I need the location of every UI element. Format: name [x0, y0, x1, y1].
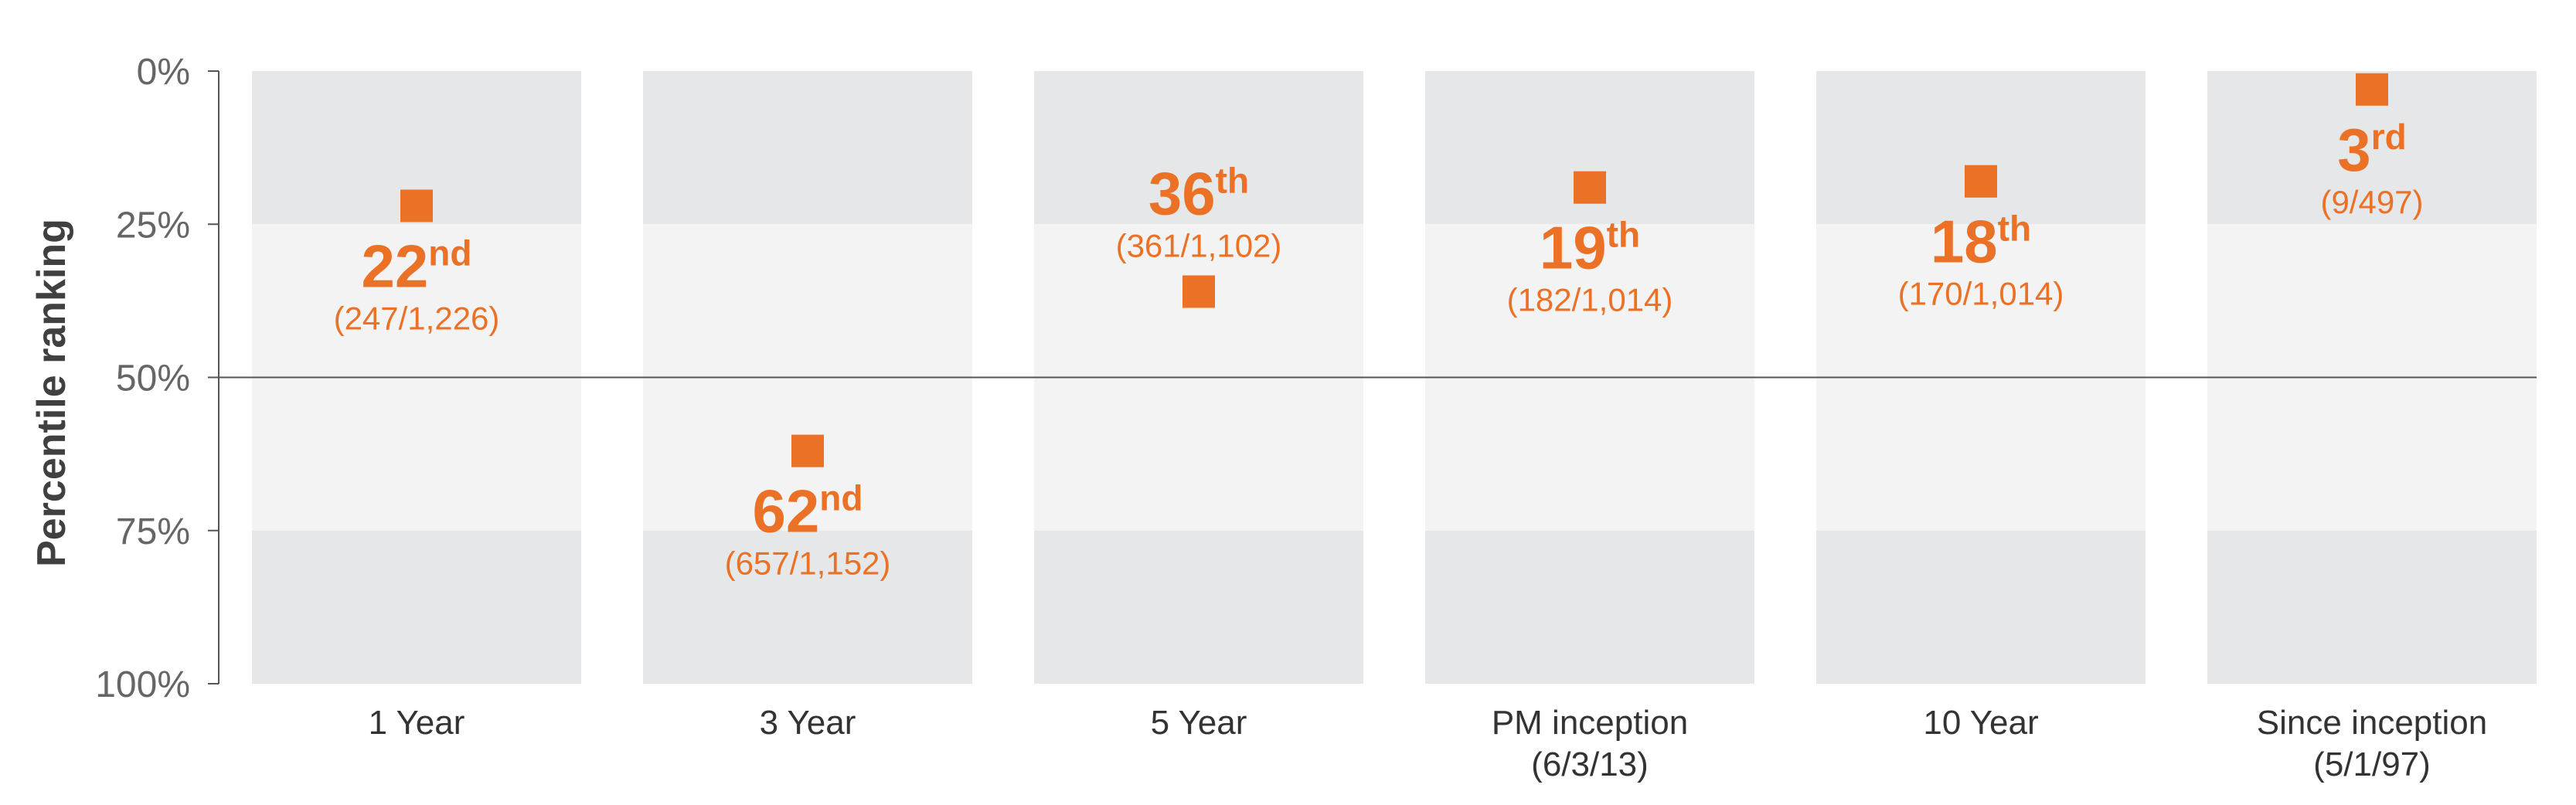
quartile-band-5-1 [1816, 71, 2146, 225]
rank-detail-label: (657/1,152) [725, 545, 891, 582]
quartile-band-4-3 [1425, 530, 1754, 684]
y-tick-label: 100% [95, 664, 190, 705]
rank-detail-label: (9/497) [2320, 184, 2423, 220]
rank-label: 3rd [2337, 116, 2406, 184]
data-marker [1965, 165, 1997, 198]
rank-label: 19th [1540, 214, 1640, 282]
y-tick-label: 25% [116, 205, 190, 246]
category-label: 3 Year [760, 704, 856, 742]
rank-detail-label: (247/1,226) [334, 300, 500, 336]
category-label: 5 Year [1151, 704, 1247, 742]
y-axis: 0% 25% 50% 75% 100% Percentile ranking [29, 52, 2537, 705]
quartile-band-2-3 [643, 530, 972, 684]
data-marker [1574, 171, 1606, 204]
data-markers [400, 73, 2388, 467]
rank-label: 62nd [753, 477, 863, 545]
rank-label: 22nd [362, 232, 472, 300]
x-axis-category-labels: 1 Year 3 Year 5 Year PM inception (6/3/13) 10… [369, 704, 2488, 783]
rank-detail-label: (182/1,014) [1507, 282, 1673, 318]
category-label: (5/1/97) [2313, 746, 2431, 783]
y-tick-label: 75% [116, 511, 190, 552]
quartile-band-1-3 [252, 530, 581, 684]
quartile-band-3-3 [1034, 530, 1363, 684]
quartile-band-3-1 [1034, 71, 1363, 225]
rank-label: 18th [1931, 208, 2031, 276]
category-label: 1 Year [369, 704, 465, 742]
data-marker [400, 189, 433, 222]
rank-labels: 22nd(247/1,226) 62nd(657/1,152) 36th(361/1… [334, 116, 2424, 582]
category-label: (6/3/13) [1531, 746, 1649, 783]
data-marker [2356, 73, 2388, 106]
rank-detail-label: (361/1,102) [1116, 227, 1282, 263]
quartile-band-2-1 [643, 71, 972, 225]
y-tick-label: 50% [116, 358, 190, 399]
quartile-band-6-3 [2207, 530, 2537, 684]
category-label: Since inception [2257, 704, 2487, 742]
rank-detail-label: (170/1,014) [1898, 276, 2064, 312]
quartile-band-5-3 [1816, 530, 2146, 684]
data-marker [791, 434, 824, 467]
category-label: 10 Year [1923, 704, 2038, 742]
y-axis-title: Percentile ranking [29, 219, 74, 567]
y-tick-label: 0% [137, 52, 190, 93]
rank-label: 36th [1148, 159, 1249, 227]
category-label: PM inception [1492, 704, 1688, 742]
data-marker [1183, 275, 1215, 308]
